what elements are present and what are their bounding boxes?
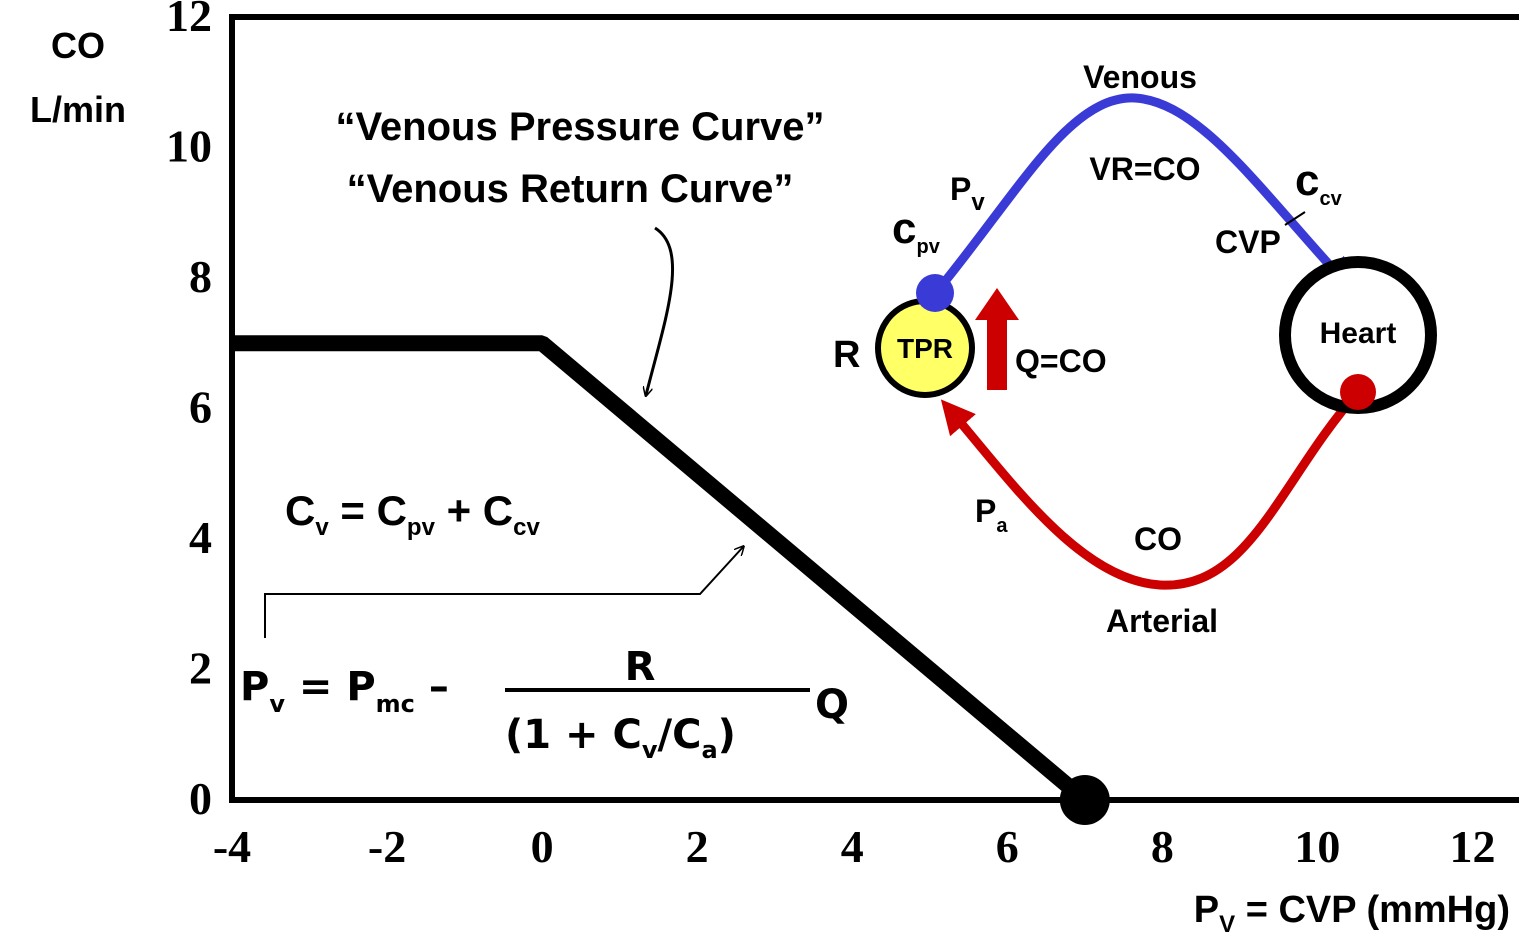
annotation: “Venous Return Curve” [347,167,794,211]
flow-arrow [975,288,1019,390]
arrow [265,547,743,638]
x-axis-label: PV = CVP (mmHg) [1194,889,1510,936]
y-tick-label: 0 [189,773,212,824]
chart: CO L/min PV = CVP (mmHg) “Venous Pressur… [0,0,1519,936]
equation: (1 + Cv/Ca) [505,712,736,764]
annotation: CO [1134,521,1182,557]
annotation: Pv [950,171,985,216]
y-tick-label: 8 [189,251,212,302]
arterial-dot [1340,374,1376,410]
arrow [646,228,673,395]
x-tick-label: 4 [841,821,864,872]
annotation: TPR [897,333,953,364]
annotation: cpv [892,204,941,258]
annotation: R [833,334,860,376]
annotation: Arterial [1106,603,1218,639]
venous-arrow [938,98,1345,290]
annotation: Cv = Cpv + Ccv [285,487,540,541]
annotation: Heart [1320,317,1397,350]
y-tick-label: 10 [166,121,212,172]
annotation: Pa [975,493,1008,537]
x-tick-label: 0 [531,821,554,872]
equation: Q [815,682,849,728]
annotation: ccv [1295,156,1343,210]
annotation: CVP [1215,224,1281,260]
y-axis-label: L/min [30,89,126,130]
y-axis-label: CO [51,25,105,66]
annotation: Q=CO [1015,343,1107,379]
y-tick-label: 2 [189,643,212,694]
x-tick-label: 6 [996,821,1019,872]
venous-dot [916,274,954,312]
annotation: “Venous Pressure Curve” [335,105,824,149]
end-point [1060,775,1110,825]
x-tick-label: -4 [213,821,251,872]
y-tick-label: 12 [166,0,212,41]
y-tick-label: 4 [189,512,212,563]
x-tick-label: -2 [368,821,406,872]
x-tick-label: 8 [1151,821,1174,872]
equation: R [625,644,656,690]
x-tick-label: 10 [1294,821,1340,872]
equation: Pv = Pmc – [240,664,449,718]
annotation: VR=CO [1089,151,1200,187]
annotation: Venous [1083,59,1197,95]
y-tick-label: 6 [189,382,212,433]
x-tick-label: 2 [686,821,709,872]
x-tick-label: 12 [1449,821,1495,872]
